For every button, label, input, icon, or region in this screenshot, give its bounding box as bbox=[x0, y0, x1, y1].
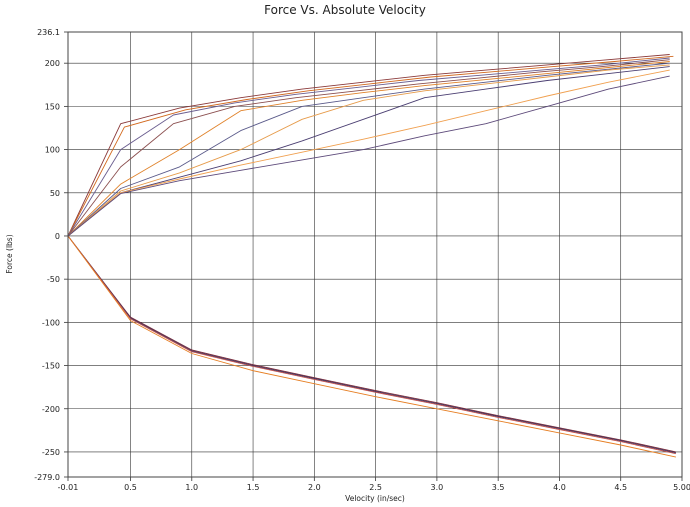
series-line-8 bbox=[67, 66, 670, 237]
x-tick-label: 2.5 bbox=[369, 483, 382, 492]
y-tick-label: -100 bbox=[42, 318, 60, 327]
y-tick-label: -279.0 bbox=[34, 473, 60, 482]
x-tick-label: 1.0 bbox=[185, 483, 198, 492]
x-tick-label: 5.00 bbox=[673, 483, 690, 492]
series-group bbox=[67, 54, 676, 458]
y-axis-ticks: 236.1 200 150 100 50 0 -50 -100 -150 -200 -250 -279… bbox=[34, 28, 68, 482]
series-line-4 bbox=[67, 59, 670, 237]
y-axis-label: Force (lbs) bbox=[5, 234, 14, 273]
x-tick-label: 3.5 bbox=[492, 483, 505, 492]
y-tick-label: -50 bbox=[47, 275, 60, 284]
series-line-11 bbox=[67, 235, 676, 453]
y-tick-label: 100 bbox=[45, 146, 60, 155]
plot-frame bbox=[67, 31, 683, 478]
series-line-14 bbox=[67, 235, 676, 458]
series-line-9 bbox=[67, 69, 670, 237]
series-line-7 bbox=[67, 64, 670, 237]
x-tick-label: 0.5 bbox=[124, 483, 137, 492]
x-tick-label: -0.01 bbox=[58, 483, 79, 492]
y-tick-label: 150 bbox=[45, 102, 60, 111]
y-tick-label: 50 bbox=[50, 189, 60, 198]
x-axis-label: Velocity (in/sec) bbox=[345, 494, 405, 503]
series-line-1 bbox=[67, 54, 670, 237]
x-tick-label: 2.0 bbox=[308, 483, 321, 492]
x-axis-ticks: -0.01 0.5 1.0 1.5 2.0 2.5 3.0 3.5 4.0 4.5 5.00 bbox=[58, 477, 690, 492]
y-tick-label: 236.1 bbox=[37, 28, 60, 37]
y-tick-label: 0 bbox=[55, 232, 60, 241]
series-line-5 bbox=[67, 61, 670, 237]
series-line-6 bbox=[67, 62, 670, 237]
y-tick-label: -150 bbox=[42, 362, 60, 371]
series-line-10 bbox=[67, 75, 670, 237]
chart-title: Force Vs. Absolute Velocity bbox=[264, 3, 426, 17]
series-line-12 bbox=[67, 235, 676, 454]
series-line-2 bbox=[67, 55, 674, 237]
x-tick-label: 4.0 bbox=[553, 483, 566, 492]
y-tick-label: 200 bbox=[45, 59, 60, 68]
y-tick-label: -250 bbox=[42, 448, 60, 457]
x-tick-label: 3.0 bbox=[431, 483, 444, 492]
series-line-13 bbox=[67, 235, 676, 455]
y-tick-label: -200 bbox=[42, 405, 60, 414]
x-tick-label: 1.5 bbox=[247, 483, 260, 492]
x-tick-label: 4.5 bbox=[614, 483, 627, 492]
series-line-3 bbox=[67, 57, 670, 237]
